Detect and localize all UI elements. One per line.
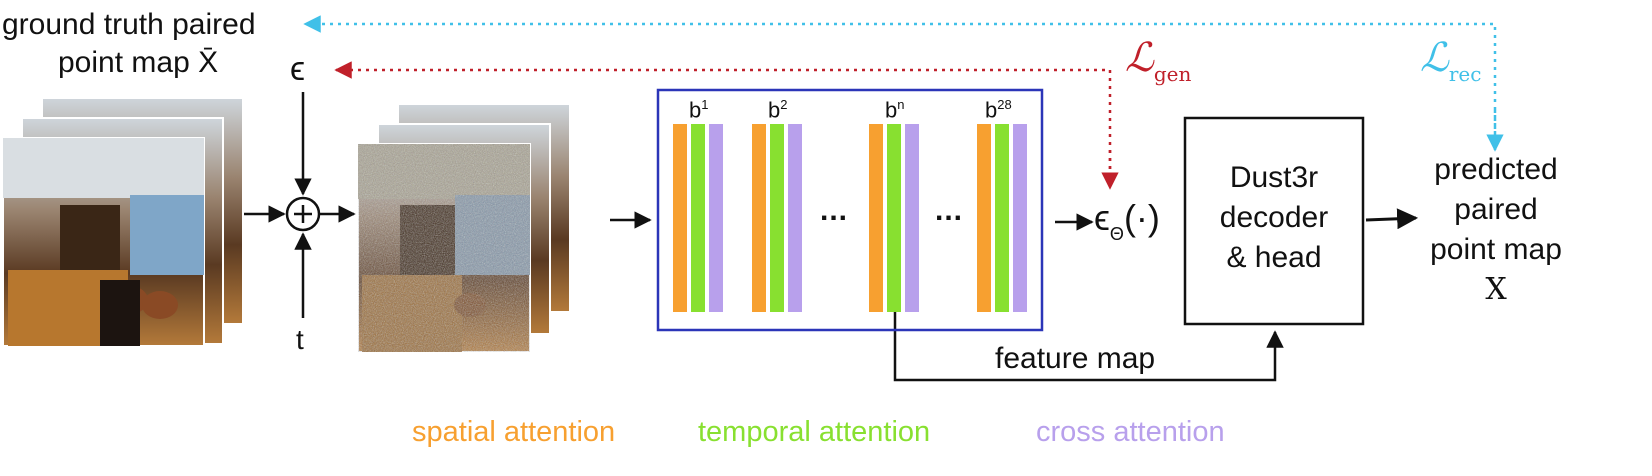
transformer-blocks-box [656, 88, 1044, 332]
legend-cross-attention: cross attention [1036, 416, 1225, 448]
loss-rec-symbol: ℒ [1420, 35, 1449, 81]
cross-attention-bar [905, 124, 919, 312]
attention-bars [673, 124, 1027, 312]
epsilon-theta-subscript: Θ [1109, 224, 1124, 244]
decoder-label-line1: Dust3r [1229, 161, 1319, 194]
legend-spatial-attention: spatial attention [412, 416, 616, 448]
epsilon-theta-arg: (·) [1123, 197, 1160, 238]
loss-rec-arrow [303, 15, 1497, 150]
input-frame-front [2, 137, 205, 347]
temporal-attention-bar [691, 124, 705, 312]
predicted-label-line4: X [1485, 272, 1507, 307]
noisy-frame-front [357, 143, 531, 353]
loss-rec-label: ℒrec [1420, 38, 1481, 84]
spatial-attention-bar [673, 124, 687, 312]
predicted-label: predicted paired point map X [1410, 150, 1582, 310]
ellipsis-2: ... [935, 194, 964, 227]
spatial-attention-bar [869, 124, 883, 312]
predicted-label-line3: point map [1430, 233, 1562, 266]
block-label-n: bn [885, 97, 905, 123]
loss-gen-arrow [334, 61, 1112, 185]
loss-gen-symbol: ℒ [1125, 35, 1154, 81]
loss-gen-label: ℒgen [1125, 38, 1191, 84]
arrow-feature-map [893, 312, 1284, 382]
spatial-attention-bar [752, 124, 766, 312]
block-label-1: b1 [689, 97, 709, 123]
decoder-label-line2: decoder [1219, 201, 1329, 234]
predicted-label-line2: paired [1454, 193, 1538, 226]
block-label-28: b28 [985, 97, 1012, 123]
loss-rec-subscript: rec [1448, 62, 1482, 86]
input-image-stack [2, 97, 244, 347]
legend-temporal-attention: temporal attention [698, 416, 931, 448]
epsilon-theta-symbol: ϵ [1094, 197, 1110, 238]
cross-attention-bar [1013, 124, 1027, 312]
predicted-label-line1: predicted [1434, 153, 1558, 186]
block-2-bars [752, 124, 802, 312]
spatial-attention-bar [977, 124, 991, 312]
block-label-2: b2 [768, 97, 788, 123]
loss-gen-subscript: gen [1153, 62, 1192, 86]
timestep-label: t [296, 324, 304, 355]
temporal-attention-bar [887, 124, 901, 312]
decoder-label: Dust3r decoder & head [1185, 158, 1363, 278]
ellipsis-1: ... [820, 194, 849, 227]
temporal-attention-bar [770, 124, 784, 312]
feature-map-label: feature map [995, 342, 1156, 375]
cross-attention-bar [788, 124, 802, 312]
block-n-bars [869, 124, 919, 312]
add-noise-node [285, 196, 321, 232]
temporal-attention-bar [995, 124, 1009, 312]
epsilon-theta-label: ϵΘ(·) [1094, 197, 1160, 244]
noisy-image-stack [357, 103, 571, 353]
decoder-box [1183, 116, 1365, 326]
block-1-bars [673, 124, 723, 312]
ground-truth-label-line2: point map X̄ [58, 46, 219, 79]
decoder-label-line3: & head [1226, 241, 1322, 274]
arrow-decoder-to-output [1365, 208, 1419, 230]
ground-truth-label-line1: ground truth paired [2, 8, 256, 41]
epsilon-label: ϵ [290, 50, 306, 88]
block-28-bars [977, 124, 1027, 312]
cross-attention-bar [709, 124, 723, 312]
